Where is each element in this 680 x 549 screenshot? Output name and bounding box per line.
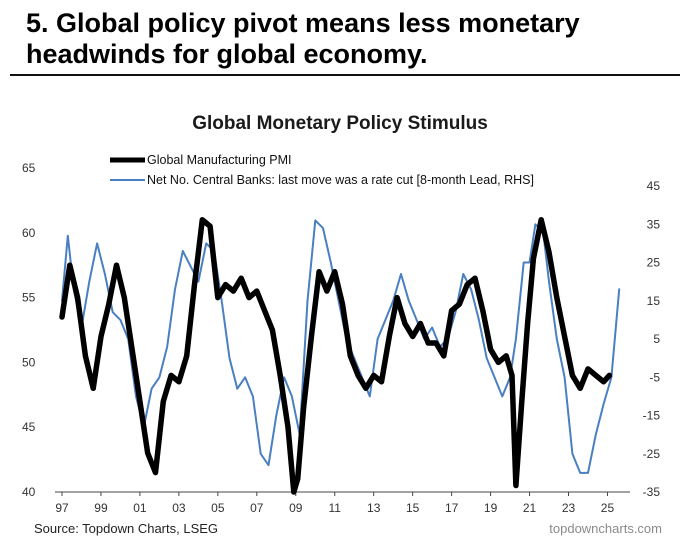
- right-tick-label: 35: [647, 217, 661, 231]
- watermark: topdowncharts.com: [549, 521, 662, 536]
- x-tick-label: 13: [367, 501, 381, 515]
- right-tick-label: 15: [647, 294, 661, 308]
- headline-divider: [10, 74, 680, 76]
- x-tick-label: 23: [562, 501, 576, 515]
- headline: 5. Global policy pivot means less moneta…: [26, 8, 580, 69]
- left-tick-label: 65: [22, 161, 36, 175]
- x-tick-label: 01: [133, 501, 147, 515]
- x-tick-label: 99: [94, 501, 108, 515]
- left-tick-label: 60: [22, 226, 36, 240]
- right-axis-ticks: -35 -25 -15 -5 5 15 25 35 45: [643, 179, 661, 499]
- x-tick-label: 11: [328, 501, 341, 515]
- x-tick-label: 03: [172, 501, 186, 515]
- left-tick-label: 45: [22, 420, 36, 434]
- left-tick-label: 50: [22, 355, 36, 369]
- x-tick-label: 15: [406, 501, 420, 515]
- right-tick-label: 45: [647, 179, 661, 193]
- right-tick-label: -15: [643, 409, 661, 423]
- x-tick-label: 07: [250, 501, 264, 515]
- x-tick-label: 17: [445, 501, 459, 515]
- x-tick-label: 19: [484, 501, 498, 515]
- series-layer: [59, 217, 621, 495]
- source-note: Source: Topdown Charts, LSEG: [34, 521, 219, 536]
- legend-label-pmi: Global Manufacturing PMI: [147, 153, 292, 167]
- series-line-pmi: [59, 217, 613, 495]
- x-tick-label: 09: [289, 501, 303, 515]
- x-tick-label: 21: [523, 501, 537, 515]
- x-tick-label: 97: [55, 501, 69, 515]
- right-tick-label: -5: [649, 370, 660, 384]
- left-tick-label: 55: [22, 291, 36, 305]
- x-axis-ticks: 97 99 01 03 05 07 09 11 13 15 17 19 21 23 25: [55, 492, 614, 515]
- right-tick-label: -25: [643, 447, 661, 461]
- chart-title: Global Monetary Policy Stimulus: [192, 113, 488, 134]
- legend-label-banks: Net No. Central Banks: last move was a r…: [147, 173, 534, 187]
- right-tick-label: 25: [647, 256, 661, 270]
- right-tick-label: 5: [653, 332, 660, 346]
- x-tick-label: 05: [211, 501, 225, 515]
- left-tick-label: 40: [22, 485, 36, 499]
- right-tick-label: -35: [643, 485, 661, 499]
- left-axis-ticks: 40 45 50 55 60 65: [22, 161, 36, 499]
- legend: Global Manufacturing PMI Net No. Central…: [110, 153, 534, 187]
- x-tick-label: 25: [601, 501, 615, 515]
